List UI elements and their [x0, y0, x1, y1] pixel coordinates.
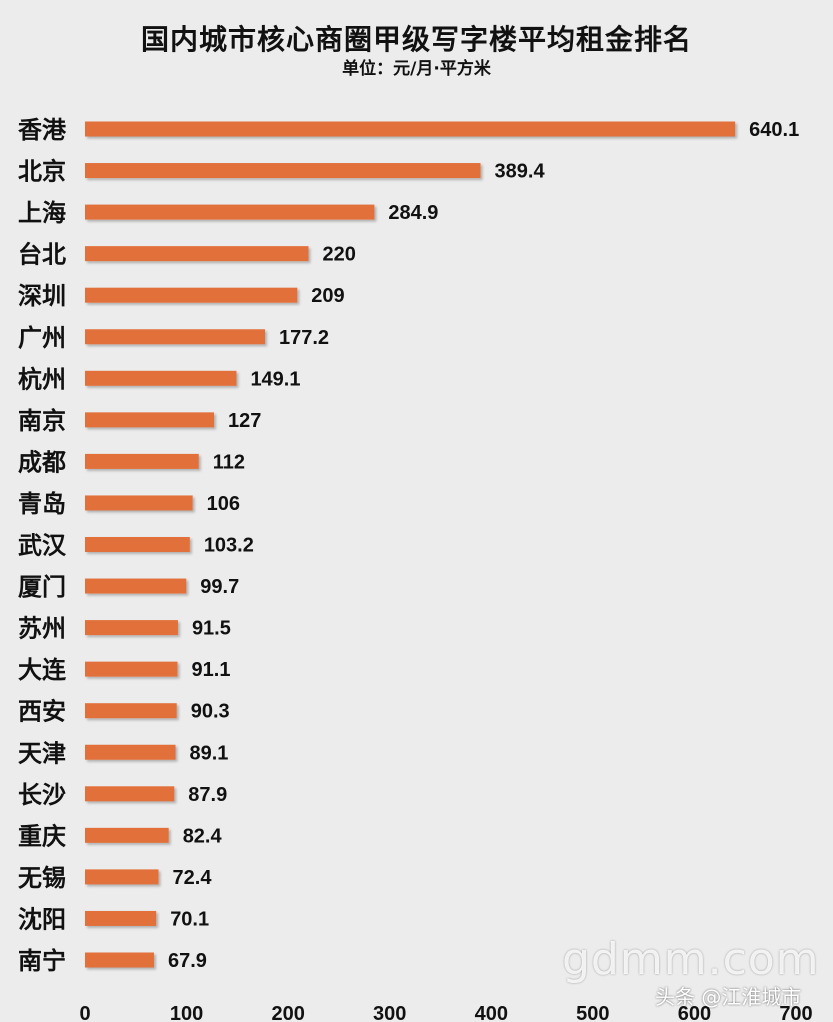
data-label: 99.7	[200, 576, 239, 598]
x-tick-label: 300	[373, 1003, 406, 1022]
bar	[85, 121, 736, 137]
data-label: 106	[207, 493, 240, 515]
category-label: 苏州	[18, 615, 66, 643]
data-label: 389.4	[495, 161, 546, 183]
category-label: 香港	[18, 116, 67, 144]
bar	[85, 910, 157, 926]
bar	[85, 495, 193, 511]
bar	[85, 952, 154, 968]
chart-subtitle: 单位：元/月·平方米	[342, 59, 491, 79]
data-label: 220	[322, 244, 355, 266]
bar	[85, 329, 265, 345]
bar	[85, 537, 190, 552]
data-label: 284.9	[388, 202, 438, 224]
x-tick-label: 0	[79, 1003, 90, 1022]
bar	[85, 453, 199, 469]
category-label: 厦门	[18, 573, 66, 601]
x-axis-ticks: 0 100 200 300 400 500 600 700	[79, 1003, 812, 1022]
x-tick-label: 200	[271, 1003, 304, 1022]
category-label: 青岛	[18, 490, 66, 518]
bar	[85, 370, 237, 386]
category-label: 沈阳	[18, 905, 66, 933]
bar	[85, 578, 187, 594]
bar	[85, 827, 169, 843]
category-label: 武汉	[18, 532, 67, 560]
category-label: 上海	[18, 199, 66, 227]
x-tick-label: 400	[475, 1003, 508, 1022]
category-label: 北京	[18, 158, 66, 186]
bar	[85, 869, 159, 885]
category-label: 成都	[18, 448, 66, 476]
bar	[85, 204, 375, 220]
data-label: 103.2	[204, 535, 254, 557]
category-label: 重庆	[18, 822, 66, 850]
data-label: 87.9	[188, 784, 227, 806]
bar	[85, 661, 178, 677]
category-label: 天津	[18, 739, 66, 767]
data-label: 640.1	[749, 119, 799, 141]
category-label: 南宁	[18, 947, 66, 975]
data-label: 89.1	[190, 742, 229, 764]
data-label: 67.9	[168, 950, 207, 972]
data-label: 112	[213, 451, 245, 473]
data-label: 70.1	[170, 908, 209, 930]
bar	[85, 744, 176, 760]
category-label: 广州	[18, 324, 66, 352]
category-label: 无锡	[18, 864, 66, 892]
watermark-source: 头条 @江淮城市	[655, 985, 802, 1009]
data-label: 209	[311, 285, 344, 307]
chart-title: 国内城市核心商圈甲级写字楼平均租金排名	[140, 23, 692, 56]
category-label: 杭州	[18, 365, 66, 393]
data-label: 72.4	[173, 867, 213, 889]
category-label: 台北	[18, 241, 66, 269]
data-label: 149.1	[250, 368, 300, 390]
data-label: 127	[228, 410, 261, 432]
bar	[85, 703, 177, 719]
category-label: 大连	[18, 656, 67, 684]
bar	[85, 246, 309, 262]
data-label: 90.3	[191, 701, 230, 723]
x-tick-label: 100	[170, 1003, 203, 1022]
bar	[85, 412, 214, 428]
bars-group: 香港 640.1 北京 389.4 上海 284.9 台北 220 深圳 209 广州 177.2 杭州…	[18, 116, 799, 975]
bar	[85, 620, 178, 636]
data-label: 82.4	[183, 825, 223, 847]
data-label: 91.1	[192, 659, 231, 681]
watermark-site: gdmm.com	[562, 934, 820, 985]
bar	[85, 786, 175, 802]
bar	[85, 287, 298, 303]
x-tick-label: 500	[576, 1003, 609, 1022]
category-label: 西安	[18, 698, 66, 726]
category-label: 南京	[18, 407, 66, 435]
x-tick-label: 600	[678, 1003, 711, 1022]
category-label: 深圳	[18, 282, 66, 310]
data-label: 177.2	[279, 327, 329, 349]
data-label: 91.5	[192, 618, 231, 640]
category-label: 长沙	[18, 781, 66, 809]
bar	[85, 163, 481, 179]
x-tick-label: 700	[779, 1003, 812, 1022]
